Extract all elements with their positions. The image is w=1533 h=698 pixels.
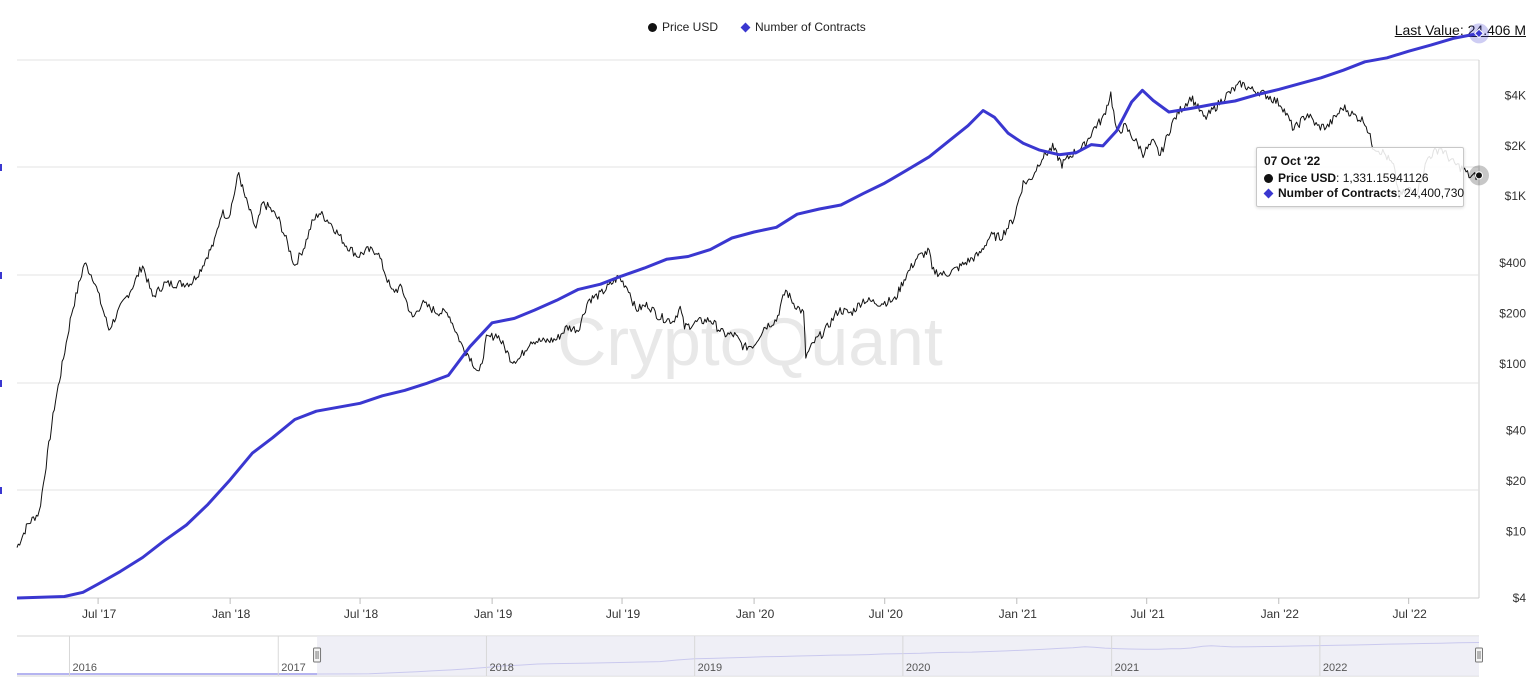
legend-price-label: Price USD xyxy=(662,20,719,34)
tooltip-contracts-value: : 24,400,730 xyxy=(1397,186,1465,200)
tooltip-contracts-name: Number of Contracts xyxy=(1278,186,1398,200)
x-tick-label: Jan '22 xyxy=(1261,607,1300,620)
series-lines xyxy=(16,31,1480,600)
handle-body[interactable] xyxy=(313,647,322,663)
chart-tooltip: 07 Oct '22 Price USD : 1,331.15941126 Nu… xyxy=(1256,147,1464,207)
navigator-selected-range[interactable] xyxy=(317,636,1479,676)
x-tick-label: Jul '19 xyxy=(606,607,641,620)
price-usd-line xyxy=(16,80,1480,548)
x-tick-label: Jul '18 xyxy=(344,607,379,620)
grid-lines xyxy=(0,59,1480,599)
price-hover-marker xyxy=(1475,171,1483,180)
x-tick-label: Jan '19 xyxy=(474,607,513,620)
y-tick-label: $2K xyxy=(1505,139,1526,153)
x-tick-label: Jul '20 xyxy=(869,607,904,620)
y-tick-label: $100 xyxy=(1499,357,1526,371)
number-of-contracts-line xyxy=(16,31,1480,600)
blue-diamond-icon xyxy=(1263,188,1274,198)
navigator-year-label: 2022 xyxy=(1323,662,1347,674)
left-axis-tick xyxy=(0,380,2,387)
navigator-year-label: 2019 xyxy=(698,662,722,674)
y-tick-label: $400 xyxy=(1499,256,1526,270)
tooltip-price-name: Price USD xyxy=(1278,171,1337,185)
left-axis-tick xyxy=(0,164,2,171)
main-chart[interactable]: CryptoQuant $4 $10 $20 $40 $100 $200 $400 $1K $2… xyxy=(0,0,1533,620)
black-circle-icon xyxy=(648,22,657,32)
axes: $4 $10 $20 $40 $100 $200 $400 $1K $2K $4K Jul '17 J… xyxy=(82,88,1526,620)
legend-contracts-label: Number of Contracts xyxy=(755,20,866,34)
x-tick-label: Jan '20 xyxy=(736,607,775,620)
y-tick-label: $200 xyxy=(1499,306,1526,320)
x-tick-label: Jul '22 xyxy=(1393,607,1428,620)
x-tick-label: Jul '17 xyxy=(82,607,117,620)
left-axis-tick xyxy=(0,272,2,279)
y-tick-label: $40 xyxy=(1506,423,1526,437)
legend-item-contracts[interactable]: Number of Contracts xyxy=(740,20,866,34)
navigator-series-line xyxy=(17,642,1480,675)
legend-item-price[interactable]: Price USD xyxy=(648,20,718,34)
contracts-hover-marker xyxy=(1474,28,1484,39)
y-tick-label: $4 xyxy=(1513,591,1527,605)
y-tick-label: $10 xyxy=(1506,524,1526,538)
y-tick-label: $1K xyxy=(1505,189,1526,203)
navigator-right-handle[interactable] xyxy=(1475,647,1483,663)
y-tick-label: $4K xyxy=(1505,88,1526,102)
black-circle-icon xyxy=(1264,173,1273,183)
navigator-year-label: 2017 xyxy=(281,662,305,674)
x-tick-label: Jan '21 xyxy=(999,607,1038,620)
last-value-readout[interactable]: Last Value: 24.406 M xyxy=(1394,22,1526,38)
y-tick-label: $20 xyxy=(1506,474,1526,488)
chart-legend: Price USD Number of Contracts xyxy=(0,20,1533,40)
navigator-year-label: 2021 xyxy=(1115,662,1139,674)
x-tick-label: Jul '21 xyxy=(1131,607,1166,620)
navigator-left-handle[interactable] xyxy=(313,647,322,663)
navigator-year-label: 2016 xyxy=(72,662,96,674)
handle-body[interactable] xyxy=(1475,647,1483,663)
hover-markers xyxy=(1469,23,1489,186)
tooltip-row-price: Price USD : 1,331.15941126 xyxy=(1264,171,1429,185)
tooltip-date: 07 Oct '22 xyxy=(1264,154,1321,168)
tooltip-row-contracts: Number of Contracts : 24,400,730 xyxy=(1263,186,1465,200)
tooltip-price-value: : 1,331.15941126 xyxy=(1336,171,1429,185)
watermark-text: CryptoQuant xyxy=(557,304,943,380)
navigator-year-label: 2018 xyxy=(489,662,513,674)
navigator-year-label: 2020 xyxy=(906,662,930,674)
left-axis-tick xyxy=(0,487,2,494)
x-tick-label: Jan '18 xyxy=(212,607,251,620)
